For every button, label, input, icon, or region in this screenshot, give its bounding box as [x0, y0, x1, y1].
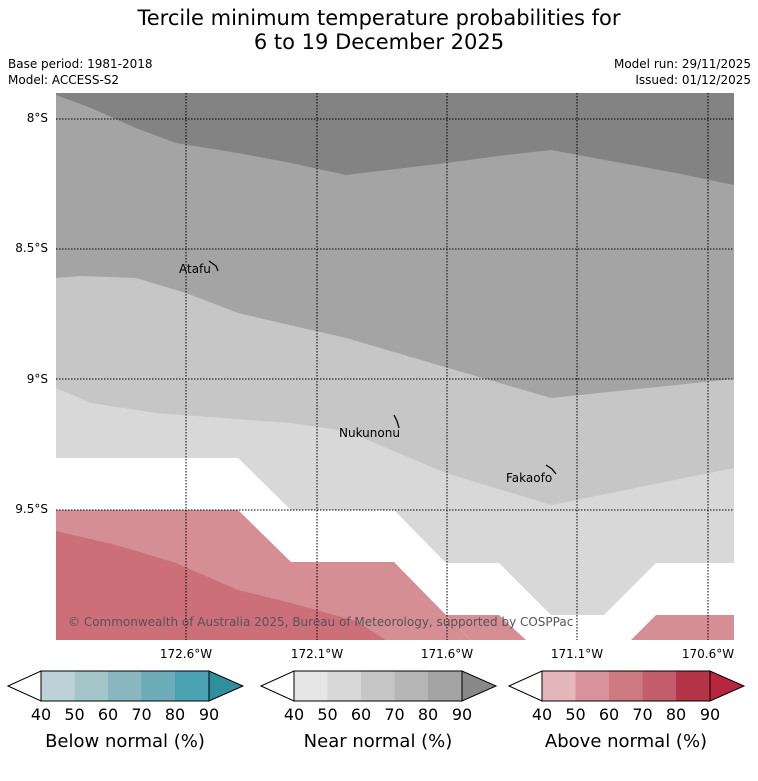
nukunonu-island-shape — [393, 414, 400, 429]
colorbar-above-tick: 80 — [665, 705, 687, 724]
colorbar-below-frame — [40, 670, 210, 702]
colorbar-above-tick: 40 — [531, 705, 553, 724]
title-line-2: 6 to 19 December 2025 — [253, 30, 505, 54]
lon-label-170-6w: 170.6°W — [681, 647, 735, 661]
colorbar-above-title: Above normal (%) — [544, 731, 708, 752]
colorbar-below-tick: 60 — [97, 705, 119, 724]
graticule — [56, 93, 734, 640]
lat-label-9-5s: 9.5°S — [15, 502, 48, 516]
colorbar-below-low-cap — [7, 670, 42, 702]
lon-label-172-6w: 172.6°W — [159, 647, 213, 661]
colorbar-near-tick: 60 — [350, 705, 372, 724]
colorbar-above-60 — [609, 671, 643, 701]
colorbar-above-70 — [642, 671, 676, 701]
colorbar-below-tick: 70 — [131, 705, 152, 724]
title-line-1: Tercile minimum temperature probabilitie… — [137, 6, 621, 30]
lat-label-9s: 9°S — [26, 372, 48, 386]
colorbar-near-low-cap — [260, 670, 295, 702]
near-normal-80-region — [56, 93, 734, 185]
colorbar-near-tick: 80 — [417, 705, 439, 724]
lat-label-8s: 8°S — [26, 111, 48, 125]
colorbar-near-80 — [428, 671, 462, 701]
above-normal-60-region — [56, 531, 386, 640]
colorbar-near-tick: 90 — [451, 705, 473, 724]
colorbar-near-40 — [294, 671, 328, 701]
lon-label-172-1w: 172.1°W — [290, 647, 344, 661]
colorbar-above-low-cap — [508, 670, 543, 702]
colorbar-above-normal — [508, 670, 746, 702]
colorbar-below-40 — [41, 671, 75, 701]
colorbar-near-70 — [394, 671, 428, 701]
colorbar-below-title: Below normal (%) — [45, 731, 205, 752]
place-label-fakaofo: Fakaofo — [506, 471, 552, 485]
colorbar-near-frame — [293, 670, 463, 702]
colorbar-near-50 — [327, 671, 361, 701]
colorbar-above-80 — [676, 671, 710, 701]
colorbar-below-tick: 50 — [64, 705, 85, 724]
lat-label-8-5s: 8.5°S — [15, 241, 48, 255]
colorbar-above-tick: 90 — [699, 705, 721, 724]
lon-label-171-1w: 171.1°W — [550, 647, 604, 661]
fakaofo-island-shape — [545, 464, 557, 475]
colorbar-below-70 — [141, 671, 175, 701]
colorbar-near-title: Near normal (%) — [303, 731, 453, 752]
issued-date: Issued: 01/12/2025 — [635, 73, 751, 87]
colorbar-below-high-cap — [208, 670, 245, 702]
colorbar-near-tick: 40 — [283, 705, 305, 724]
colorbar-near-60 — [361, 671, 395, 701]
colorbar-below-tick: 80 — [164, 705, 186, 724]
above-normal-50-region-mid — [446, 615, 526, 640]
colorbar-above-frame — [541, 670, 711, 702]
colorbar-below-60 — [108, 671, 142, 701]
probability-map: Atafu Nukunonu Fakaofo © Commonwealth of… — [56, 93, 734, 640]
copyright-notice: © Commonwealth of Australia 2025, Bureau… — [68, 615, 573, 629]
colorbar-below-tick: 40 — [30, 705, 52, 724]
colorbar-above-50 — [575, 671, 609, 701]
atafu-island-shape — [208, 260, 219, 272]
colorbar-below-80 — [175, 671, 209, 701]
base-period: Base period: 1981-2018 — [8, 57, 153, 71]
colorbar-near-normal — [260, 670, 498, 702]
colorbar-above-high-cap — [709, 670, 746, 702]
model-name: Model: ACCESS-S2 — [8, 73, 120, 87]
colorbar-near-high-cap — [461, 670, 498, 702]
near-normal-70-region — [56, 93, 734, 398]
lon-label-171-6w: 171.6°W — [420, 647, 474, 661]
colorbar-below-50 — [74, 671, 108, 701]
colorbar-above-tick: 70 — [632, 705, 653, 724]
place-label-nukunonu: Nukunonu — [339, 426, 400, 440]
colorbar-above-40 — [542, 671, 576, 701]
colorbar-near-tick: 70 — [384, 705, 405, 724]
colorbar-near-tick: 50 — [317, 705, 338, 724]
colorbar-below-normal — [7, 670, 245, 702]
place-label-atafu: Atafu — [179, 262, 211, 276]
colorbar-above-tick: 50 — [565, 705, 586, 724]
colorbar-below-tick: 90 — [198, 705, 220, 724]
model-run: Model run: 29/11/2025 — [613, 57, 751, 71]
colorbar-above-tick: 60 — [598, 705, 620, 724]
